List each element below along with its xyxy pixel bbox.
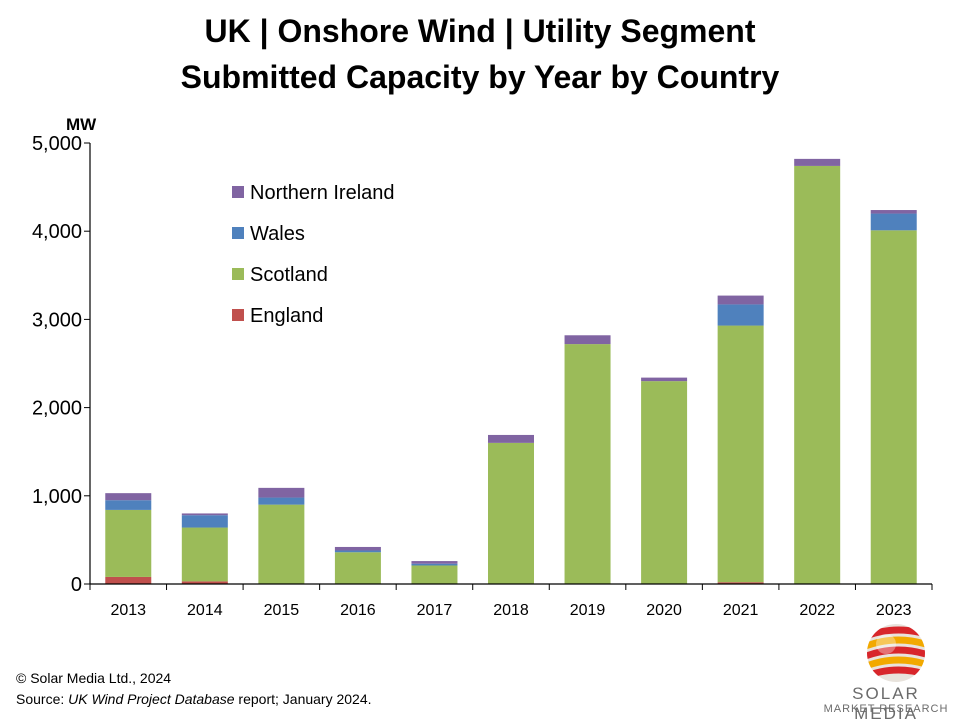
logo-name: SOLAR MEDIA	[852, 684, 920, 723]
bar-2016-wales	[334, 550, 381, 553]
chart-title-line-2: Submitted Capacity by Year by Country	[180, 59, 780, 95]
bar-2020-scotland	[641, 381, 688, 584]
source-text: Source: UK Wind Project Database report;…	[16, 690, 372, 708]
legend-swatch-northern-ireland	[232, 186, 244, 198]
bar-2017-wales	[411, 563, 458, 566]
legend-label-wales: Wales	[250, 223, 305, 245]
bar-2018-northern-ireland	[488, 434, 534, 443]
bar-2018-scotland	[488, 442, 534, 584]
x-tick-label: 2020	[646, 602, 682, 619]
source-prefix: Source:	[16, 691, 69, 707]
x-tick-label: 2014	[187, 602, 223, 619]
x-tick-label: 2016	[340, 602, 376, 619]
source-suffix: report; January 2024.	[234, 691, 372, 707]
bar-2017-scotland	[411, 565, 458, 584]
bar-2014-scotland	[181, 527, 228, 582]
x-tick-label: 2017	[417, 602, 453, 619]
bar-2021-northern-ireland	[717, 295, 764, 305]
bar-2021-scotland	[717, 325, 764, 583]
source-title: UK Wind Project Database	[68, 691, 235, 707]
x-tick-label: 2019	[570, 602, 606, 619]
bar-2015-northern-ireland	[258, 487, 305, 498]
y-tick-label: 5,000	[32, 133, 82, 155]
copyright-text: © Solar Media Ltd., 2024	[16, 670, 172, 686]
chart-title-line-1: UK | Onshore Wind | Utility Segment	[204, 13, 756, 49]
x-tick-label: 2018	[493, 602, 529, 619]
bar-2022-scotland	[794, 165, 841, 584]
bar-2016-northern-ireland	[334, 546, 381, 551]
bar-2022-northern-ireland	[794, 158, 841, 166]
bar-2021-wales	[717, 304, 764, 326]
y-axis-label: MW	[66, 115, 97, 134]
bar-2015-wales	[258, 497, 305, 505]
bar-2020-northern-ireland	[641, 377, 688, 382]
bar-2019-northern-ireland	[564, 335, 611, 345]
legend-swatch-scotland	[232, 268, 244, 280]
x-tick-label: 2023	[876, 602, 912, 619]
bar-2013-wales	[105, 500, 152, 510]
y-tick-label: 1,000	[32, 486, 82, 508]
legend-swatch-wales	[232, 227, 244, 239]
y-tick-label: 3,000	[32, 309, 82, 331]
bar-2021-england	[717, 582, 764, 584]
solar-media-logo: SOLAR MEDIA MARKET RESEARCH	[818, 622, 954, 723]
x-tick-label: 2015	[264, 602, 300, 619]
bar-2014-england	[181, 581, 228, 584]
bar-2014-northern-ireland	[181, 513, 228, 516]
legend-label-scotland: Scotland	[250, 264, 328, 286]
bar-2015-scotland	[258, 504, 305, 584]
y-tick-label: 0	[71, 574, 82, 596]
bar-2013-northern-ireland	[105, 493, 152, 501]
bar-2017-northern-ireland	[411, 561, 458, 564]
legend-label-northern-ireland: Northern Ireland	[250, 182, 395, 204]
bar-2023-wales	[870, 213, 917, 231]
x-tick-label: 2021	[723, 602, 759, 619]
bar-2023-scotland	[870, 230, 917, 584]
logo-sphere-icon	[867, 624, 925, 682]
legend-swatch-england	[232, 309, 244, 321]
bar-2023-northern-ireland	[870, 210, 917, 214]
y-tick-label: 2,000	[32, 398, 82, 420]
bar-2013-scotland	[105, 509, 152, 577]
x-tick-label: 2013	[110, 602, 146, 619]
logo-tagline: MARKET RESEARCH	[823, 703, 949, 715]
x-tick-label: 2022	[799, 602, 835, 619]
bar-2014-wales	[181, 515, 228, 528]
legend-label-england: England	[250, 305, 323, 327]
bar-2016-scotland	[334, 552, 381, 584]
bar-2019-scotland	[564, 344, 611, 584]
bar-2013-england	[105, 576, 152, 584]
y-tick-label: 4,000	[32, 221, 82, 243]
